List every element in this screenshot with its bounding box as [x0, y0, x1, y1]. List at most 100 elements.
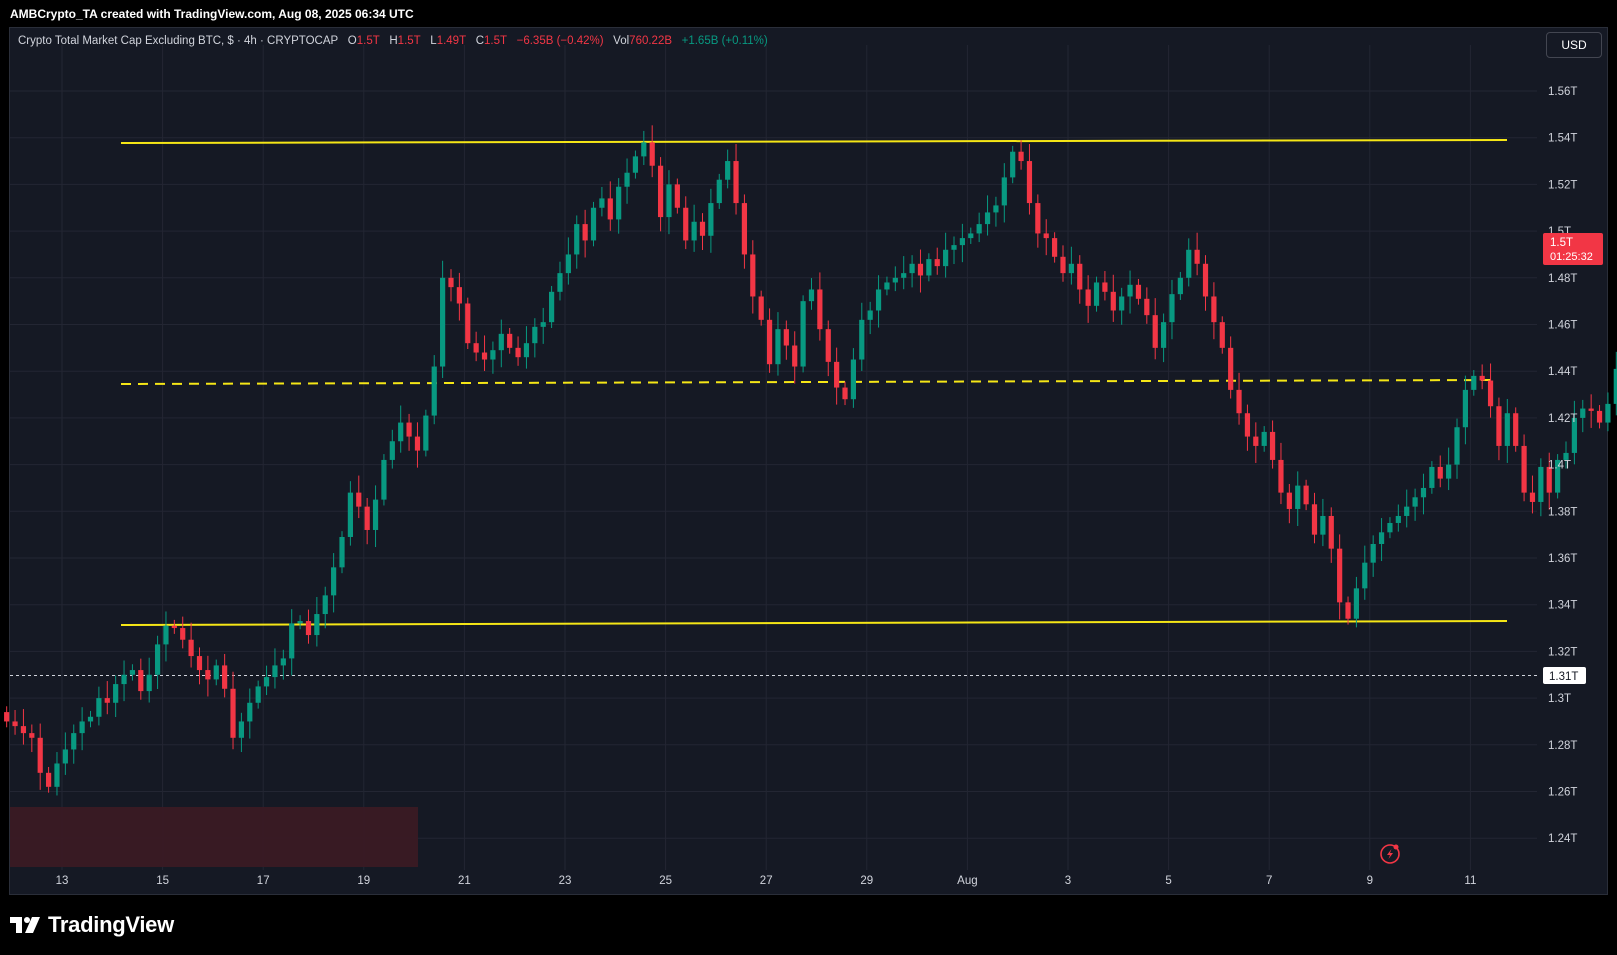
candle[interactable]: [356, 475, 362, 519]
candle[interactable]: [1605, 392, 1611, 432]
candle[interactable]: [37, 723, 43, 790]
candle[interactable]: [599, 186, 605, 217]
candle[interactable]: [917, 249, 924, 293]
candle[interactable]: [1613, 351, 1617, 416]
candle[interactable]: [79, 707, 85, 751]
candle[interactable]: [993, 196, 999, 227]
candle[interactable]: [1202, 255, 1209, 311]
candle[interactable]: [733, 144, 739, 215]
candle[interactable]: [984, 195, 991, 236]
candle[interactable]: [808, 278, 815, 310]
candle[interactable]: [1588, 394, 1594, 428]
candle[interactable]: [649, 125, 655, 178]
candle[interactable]: [322, 586, 328, 629]
candle[interactable]: [121, 660, 127, 702]
candle[interactable]: [1521, 434, 1527, 502]
candle[interactable]: [1479, 364, 1485, 390]
candle[interactable]: [1194, 232, 1200, 276]
candle[interactable]: [1446, 447, 1452, 491]
candle[interactable]: [347, 481, 353, 546]
candle[interactable]: [154, 635, 161, 689]
candle[interactable]: [641, 130, 647, 166]
candle[interactable]: [263, 665, 270, 696]
candle[interactable]: [138, 658, 144, 700]
candle[interactable]: [490, 341, 496, 374]
candle[interactable]: [331, 553, 337, 613]
candle[interactable]: [800, 295, 806, 373]
candle[interactable]: [725, 149, 731, 189]
candle[interactable]: [683, 196, 689, 250]
candle[interactable]: [1160, 313, 1167, 363]
candle[interactable]: [62, 732, 68, 775]
candle[interactable]: [1278, 442, 1284, 505]
candle[interactable]: [314, 596, 320, 647]
candle[interactable]: [959, 223, 965, 263]
candle[interactable]: [96, 686, 102, 726]
candle[interactable]: [431, 355, 437, 425]
candle[interactable]: [1462, 375, 1468, 445]
candle[interactable]: [1353, 576, 1360, 628]
candle[interactable]: [951, 236, 957, 265]
candle[interactable]: [783, 320, 789, 360]
candle[interactable]: [1404, 489, 1410, 528]
candle[interactable]: [1454, 418, 1460, 479]
candle[interactable]: [657, 157, 664, 232]
candle[interactable]: [1077, 255, 1083, 304]
candle[interactable]: [473, 331, 479, 362]
candle[interactable]: [129, 664, 136, 681]
candle[interactable]: [481, 335, 488, 371]
candle[interactable]: [1437, 455, 1443, 488]
candle[interactable]: [1337, 534, 1343, 620]
candle[interactable]: [1429, 461, 1435, 494]
candle[interactable]: [255, 680, 261, 709]
candle[interactable]: [440, 260, 446, 378]
candle[interactable]: [1085, 275, 1091, 323]
candle[interactable]: [381, 454, 387, 506]
candle[interactable]: [87, 710, 94, 728]
candle[interactable]: [750, 240, 756, 314]
candle[interactable]: [1504, 398, 1510, 463]
candle[interactable]: [146, 657, 152, 703]
candle[interactable]: [1571, 400, 1577, 465]
candle[interactable]: [1001, 163, 1007, 223]
candle[interactable]: [1010, 145, 1016, 184]
symbol-name[interactable]: Crypto Total Market Cap Excluding BTC, $…: [18, 35, 339, 47]
candle[interactable]: [1219, 316, 1225, 354]
candle[interactable]: [691, 204, 697, 252]
candle[interactable]: [674, 178, 680, 214]
candle[interactable]: [1169, 279, 1175, 340]
candle[interactable]: [423, 409, 429, 457]
candle[interactable]: [968, 227, 974, 244]
candle[interactable]: [1378, 518, 1385, 562]
candle[interactable]: [1286, 483, 1292, 524]
candle[interactable]: [523, 326, 530, 369]
candle[interactable]: [104, 681, 110, 715]
candle[interactable]: [1144, 287, 1150, 324]
candle[interactable]: [1127, 270, 1133, 314]
candle[interactable]: [213, 659, 219, 686]
candle[interactable]: [222, 653, 228, 698]
candle[interactable]: [188, 622, 194, 668]
candle[interactable]: [842, 381, 848, 406]
support-line[interactable]: [120, 620, 1508, 626]
candle[interactable]: [1060, 245, 1066, 282]
candle[interactable]: [364, 497, 370, 545]
candle[interactable]: [515, 336, 521, 366]
candle[interactable]: [867, 301, 873, 335]
candle[interactable]: [1328, 507, 1334, 563]
candle[interactable]: [1538, 458, 1544, 517]
candle[interactable]: [398, 405, 404, 453]
candle[interactable]: [1529, 475, 1536, 514]
candle[interactable]: [875, 275, 882, 328]
candle[interactable]: [339, 531, 345, 574]
candle[interactable]: [1177, 271, 1183, 300]
candle[interactable]: [1513, 407, 1519, 452]
candle[interactable]: [1236, 372, 1242, 425]
candle[interactable]: [741, 194, 748, 269]
candle[interactable]: [825, 320, 831, 377]
candle[interactable]: [12, 710, 18, 735]
candle[interactable]: [1412, 488, 1418, 521]
candle[interactable]: [305, 609, 312, 644]
candle[interactable]: [71, 724, 77, 764]
